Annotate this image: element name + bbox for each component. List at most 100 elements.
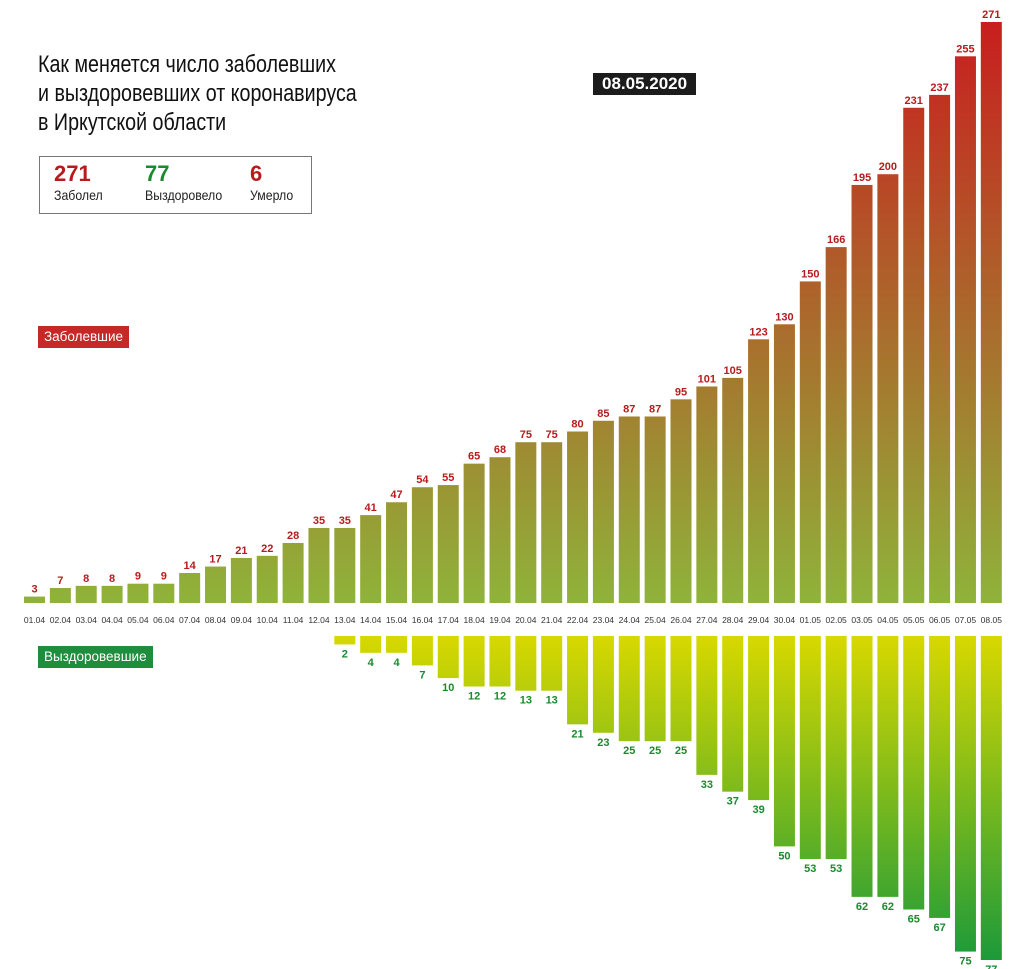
recovered-value-label-01.05: 53 [804,863,816,875]
x-tick-label-11.04: 11.04 [283,615,304,625]
infected-bar-01.05 [799,281,821,603]
infected-value-label-01.04: 3 [31,584,37,596]
infected-bar-04.05 [877,174,899,603]
x-axis: 01.04 02.04 03.04 04.04 05.04 06.04 07.04 08.04… [24,615,1002,625]
infected-value-label-19.04: 68 [494,444,506,456]
recovered-bar-29.04 [748,636,770,801]
infected-bar-06.05 [929,94,951,603]
recovered-value-label-07.05: 75 [959,956,971,968]
infected-value-label-06.04: 9 [161,571,167,583]
infected-bar-15.04 [386,502,408,603]
recovered-bar-06.05 [929,636,951,918]
recovered-value-label-05.05: 65 [908,914,920,926]
infected-value-label-03.04: 8 [83,573,89,585]
x-tick-label-29.04: 29.04 [748,615,770,625]
infected-bar-18.04 [463,463,485,603]
x-tick-label-02.05: 02.05 [826,615,848,625]
recovered-value-label-24.04: 25 [623,745,635,757]
recovered-value-label-17.04: 10 [442,682,454,694]
recovered-value-label-02.05: 53 [830,863,842,875]
recovered-value-label-29.04: 39 [752,804,764,816]
recovered-value-label-23.04: 23 [597,737,609,749]
recovered-bar-26.04 [670,636,692,742]
infected-value-label-01.05: 150 [801,268,819,280]
x-tick-label-26.04: 26.04 [670,615,692,625]
recovered-bar-25.04 [644,636,666,742]
stat-infected-label: Заболел [54,187,103,203]
recovered-value-label-13.04: 2 [342,648,348,660]
recovered-value-label-14.04: 4 [368,657,375,669]
x-tick-label-08.04: 08.04 [205,615,227,625]
x-tick-label-12.04: 12.04 [308,615,330,625]
infected-value-label-20.04: 75 [520,429,532,441]
recovered-bar-01.05 [799,636,821,860]
infected-value-label-16.04: 54 [416,474,429,486]
x-tick-label-28.04: 28.04 [722,615,744,625]
infected-value-label-25.04: 87 [649,403,661,415]
infected-bar-08.05 [980,22,1002,603]
infected-value-label-08.04: 17 [209,554,221,566]
infected-bar-09.04 [230,557,252,603]
chart-title: Как меняется число заболевших и выздоров… [38,50,357,137]
infected-value-label-24.04: 87 [623,403,635,415]
stat-recovered-value: 77 [145,161,170,186]
infected-bar-05.04 [127,583,149,603]
infected-bar-04.04 [101,585,123,603]
infected-value-label-08.05: 271 [982,9,1000,21]
recovered-bar-02.05 [825,636,847,860]
recovered-bar-30.04 [773,636,795,847]
recovered-bar-18.04 [463,636,485,687]
infected-bar-02.05 [825,247,847,604]
stat-recovered: 77 Выздоровело [145,162,233,204]
recovered-bar-24.04 [618,636,640,742]
x-tick-label-02.04: 02.04 [50,615,72,625]
recovered-bar-17.04 [437,636,459,679]
recovered-value-label-08.05: 77 [985,964,997,969]
title-line-1: Как меняется число заболевших [38,51,337,78]
infected-bar-20.04 [515,442,537,603]
x-tick-label-27.04: 27.04 [696,615,718,625]
infected-value-label-06.05: 237 [930,82,948,94]
date-badge: 08.05.2020 [593,73,697,95]
recovered-bar-08.05 [980,636,1002,960]
stats-box: 271 Заболел 77 Выздоровело 6 Умерло [39,156,312,214]
recovered-value-label-16.04: 7 [419,669,425,681]
infected-bar-03.04 [75,585,97,603]
infected-bar-29.04 [748,339,770,603]
infected-value-label-04.05: 200 [879,161,897,173]
recovered-bar-16.04 [411,636,433,666]
infected-value-label-05.05: 231 [905,95,923,107]
recovered-bar-05.05 [903,636,925,910]
recovered-bar-15.04 [386,636,408,653]
title-line-2: и выздоровевших от коронавируса [38,80,357,107]
infected-value-label-10.04: 22 [261,543,273,555]
x-tick-label-16.04: 16.04 [412,615,434,625]
legend-infected-tag: Заболевшие [38,326,130,348]
infected-value-label-04.04: 8 [109,573,115,585]
x-tick-label-24.04: 24.04 [619,615,641,625]
infected-bar-24.04 [618,416,640,603]
recovered-bar-21.04 [541,636,563,691]
infected-value-label-02.04: 7 [57,575,63,587]
infected-bar-30.04 [773,324,795,603]
infected-value-label-23.04: 85 [597,408,609,420]
infected-bar-08.04 [205,566,227,603]
x-tick-label-23.04: 23.04 [593,615,615,625]
infected-value-label-12.04: 35 [313,515,325,527]
infected-bar-14.04 [360,515,382,603]
title-line-3: в Иркутской области [38,109,227,136]
x-tick-label-09.04: 09.04 [231,615,253,625]
stat-died-value: 6 [250,161,263,186]
infected-bar-27.04 [696,386,718,603]
x-tick-label-20.04: 20.04 [515,615,537,625]
infected-series: 3 7 8 8 9 9 14 17 21 22 28 35 35 41 47 54 55 65 68 75 75 80 85… [24,9,1002,604]
x-tick-label-05.05: 05.05 [903,615,925,625]
recovered-value-label-27.04: 33 [701,779,713,791]
recovered-bar-03.05 [851,636,873,897]
recovered-bar-23.04 [592,636,614,733]
infected-bar-10.04 [256,555,278,603]
recovered-bar-20.04 [515,636,537,691]
infected-value-label-05.04: 9 [135,571,141,583]
recovered-value-label-19.04: 12 [494,690,506,702]
infected-value-label-26.04: 95 [675,386,687,398]
